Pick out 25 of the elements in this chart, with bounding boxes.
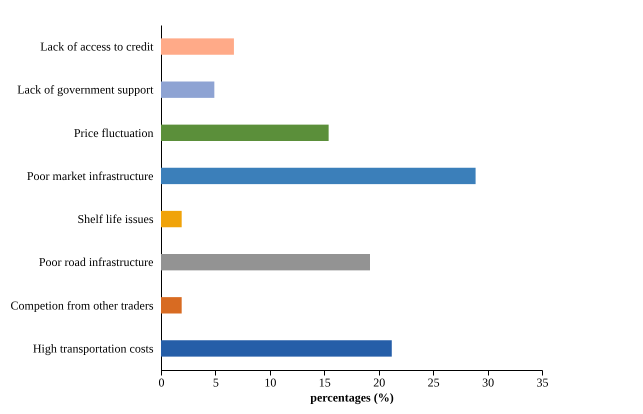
x-tick-label: 25 — [428, 376, 440, 390]
bar — [161, 254, 370, 270]
x-tick-label: 5 — [212, 376, 219, 390]
x-tick-label: 0 — [158, 376, 164, 390]
y-tick-label: High transportation costs — [32, 341, 154, 356]
x-tick-label: 35 — [536, 376, 548, 390]
x-tick-label: 10 — [264, 376, 276, 390]
y-tick-label: Lack of government support — [17, 82, 154, 97]
x-axis-title: percentages (%) — [310, 390, 394, 404]
y-tick-label: Lack of access to credit — [40, 40, 154, 54]
bar — [161, 210, 182, 228]
y-tick-label: Poor market infrastructure — [26, 168, 154, 183]
x-tick-label: 15 — [318, 376, 331, 390]
y-tick-label: Poor road infrastructure — [38, 255, 154, 270]
bar — [161, 38, 234, 55]
x-tick-label: 20 — [373, 376, 386, 390]
bar — [161, 297, 182, 314]
bar — [161, 168, 476, 184]
bar — [161, 124, 329, 142]
y-tick-label: Competion from other traders — [10, 298, 154, 312]
bar — [161, 81, 214, 98]
x-tick-label: 30 — [482, 376, 494, 390]
bar — [161, 340, 392, 357]
y-tick-label: Price fluctuation — [74, 126, 154, 140]
y-tick-label: Shelf life issues — [78, 212, 154, 226]
